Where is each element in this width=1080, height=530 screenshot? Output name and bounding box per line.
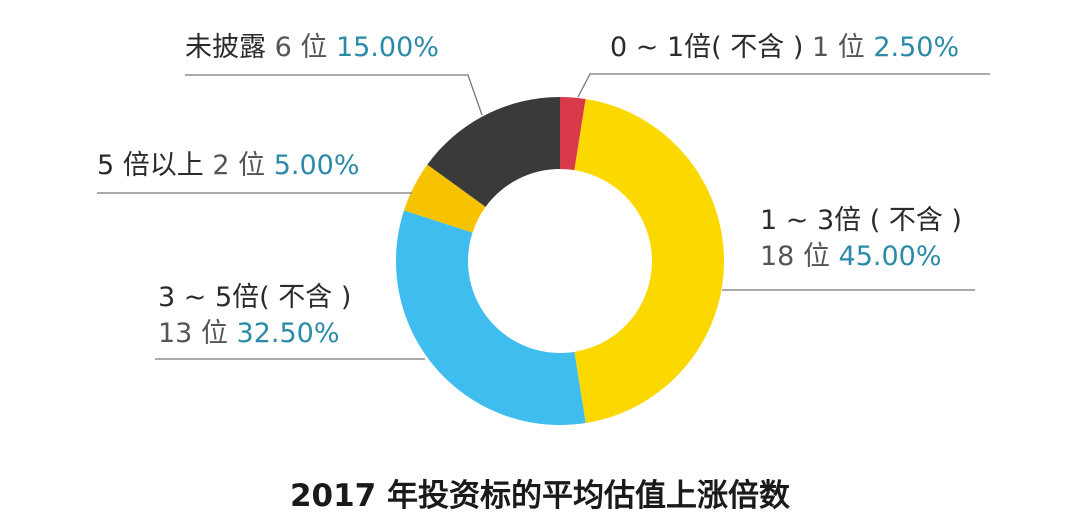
leader-lines [97,73,990,360]
slice-count: 1 位 [811,32,865,63]
slice-label: 5 倍以上 [97,150,204,181]
slice-percent: 32.50% [236,318,340,349]
leader-line-0-1 [577,73,990,98]
slice-count: 18 位 [760,241,830,272]
slice-label: 未披露 [185,32,266,63]
leader-line-undisclosed [185,74,483,116]
donut-slice-0 [560,97,586,171]
label-3-5: 3 ~ 5倍( 不含 ) 13 位 32.50% [158,280,351,352]
slice-percent: 45.00% [838,241,942,272]
slice-label: 3 ~ 5倍( 不含 ) [158,282,352,313]
slice-count: 6 位 [274,32,328,63]
donut-slice-3 [404,164,486,233]
chart-title: 2017 年投资标的平均估值上涨倍数 [289,478,791,514]
slice-percent: 2.50% [873,32,960,63]
donut-slice-4 [427,97,560,207]
donut-slice-1 [574,99,724,423]
donut-slice-2 [396,210,586,425]
label-undisclosed: 未披露 6 位 15.00% [185,30,439,66]
slice-count: 2 位 [212,150,266,181]
slice-percent: 5.00% [273,150,360,181]
slice-label: 0 ~ 1倍( 不含 ) [610,32,804,63]
slice-percent: 15.00% [335,32,439,63]
label-0-1: 0 ~ 1倍( 不含 ) 1 位 2.50% [610,30,959,66]
slice-label: 1 ~ 3倍 ( 不含 ) [760,205,962,236]
label-1-3: 1 ~ 3倍 ( 不含 ) 18 位 45.00% [760,203,962,275]
label-5-plus: 5 倍以上 2 位 5.00% [97,148,360,184]
slice-count: 13 位 [158,318,228,349]
